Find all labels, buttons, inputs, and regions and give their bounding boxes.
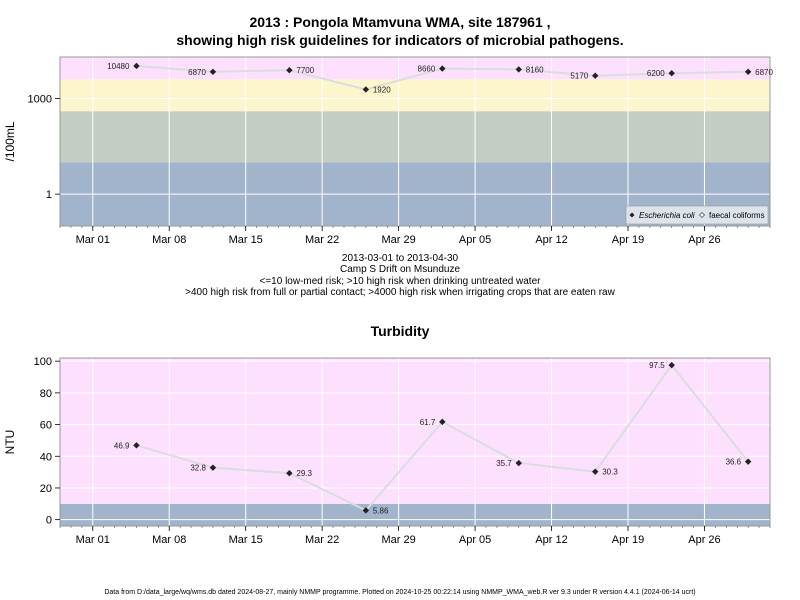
data-label: 30.3 bbox=[602, 468, 618, 477]
y-tick-label: 0 bbox=[46, 515, 52, 527]
risk-band bbox=[60, 503, 770, 526]
data-point bbox=[668, 361, 675, 369]
x-tick-label: Mar 29 bbox=[381, 234, 415, 246]
legend-box bbox=[625, 205, 769, 225]
legend-marker-faecal bbox=[699, 212, 705, 218]
legend-label-ecoli: Escherichia coli bbox=[639, 211, 695, 220]
x-tick-label: Mar 08 bbox=[152, 234, 186, 246]
data-point bbox=[515, 459, 522, 467]
data-label: 5170 bbox=[570, 72, 588, 81]
data-point bbox=[744, 458, 752, 465]
data-label: 46.9 bbox=[114, 441, 130, 450]
data-label: 10480 bbox=[107, 62, 130, 71]
x-tick-label: Mar 22 bbox=[305, 534, 339, 546]
turbidity-chart: Mar 01 Mar 08 Mar 15 Mar 22 Mar 29 Apr 05 Apr … bbox=[3, 356, 771, 546]
x-tick-label: Mar 01 bbox=[76, 234, 110, 246]
risk-band bbox=[60, 79, 770, 112]
x-tick-label: Apr 19 bbox=[612, 534, 644, 546]
data-point bbox=[133, 62, 140, 70]
data-point bbox=[133, 442, 140, 449]
microbial-chart: Mar 01 Mar 08 Mar 15 Mar 22 Mar 29 Apr 05 Apr … bbox=[3, 56, 774, 246]
y-tick-label: 20 bbox=[40, 483, 52, 495]
risk-band bbox=[60, 111, 770, 163]
footer-note: Data from D:/data_large/wq/wms.db dated … bbox=[104, 589, 696, 596]
data-point bbox=[362, 86, 370, 93]
y-axis-label: NTU bbox=[3, 430, 17, 455]
legend: Escherichia coli faecal coliforms bbox=[625, 205, 769, 225]
y-axis-label: /100mL bbox=[3, 121, 17, 161]
data-label: 35.7 bbox=[496, 459, 512, 468]
data-point bbox=[286, 67, 293, 74]
data-label: 61.7 bbox=[420, 418, 436, 427]
data-point bbox=[592, 72, 599, 79]
data-point bbox=[209, 464, 217, 471]
x-tick-label: Apr 12 bbox=[535, 234, 567, 246]
data-point bbox=[592, 468, 599, 475]
data-label: 97.5 bbox=[649, 361, 665, 370]
legend-label-faecal: faecal coliforms bbox=[709, 211, 765, 220]
plot-frame bbox=[59, 56, 771, 227]
x-tick-label: Mar 01 bbox=[76, 534, 110, 546]
data-label: 5.86 bbox=[373, 506, 389, 515]
data-label: 7700 bbox=[296, 66, 314, 75]
risk-note-2: >400 high risk from full or partial cont… bbox=[185, 287, 615, 298]
data-point bbox=[668, 70, 675, 77]
y-tick-label: 40 bbox=[40, 451, 52, 463]
chart-title-line1: 2013 : Pongola Mtamvuna WMA, site 187961… bbox=[249, 14, 551, 30]
y-tick-label: 60 bbox=[40, 420, 52, 432]
location-note: Camp S Drift on Msunduze bbox=[339, 264, 461, 275]
y-tick-label: 100 bbox=[34, 356, 52, 368]
y-tick-label: 80 bbox=[40, 388, 52, 400]
data-point bbox=[515, 66, 522, 73]
data-point bbox=[286, 470, 293, 477]
risk-band bbox=[60, 358, 770, 504]
data-label: 32.8 bbox=[190, 464, 206, 473]
data-label: 6870 bbox=[188, 68, 206, 77]
data-label: 8660 bbox=[418, 65, 436, 74]
data-label: 1920 bbox=[373, 85, 391, 94]
date-range-note: 2013-03-01 to 2013-04-30 bbox=[341, 253, 459, 264]
x-tick-label: Apr 05 bbox=[459, 534, 491, 546]
legend-marker-ecoli bbox=[629, 212, 635, 218]
x-tick-label: Apr 19 bbox=[612, 234, 644, 246]
y-tick-label: 1000 bbox=[28, 93, 52, 105]
y-tick-label: 1 bbox=[46, 189, 52, 201]
data-label: 36.6 bbox=[726, 458, 742, 467]
x-tick-label: Mar 08 bbox=[152, 534, 186, 546]
x-tick-label: Apr 05 bbox=[459, 234, 491, 246]
x-tick-label: Apr 12 bbox=[535, 534, 567, 546]
data-point bbox=[439, 65, 446, 72]
data-label: 29.3 bbox=[296, 469, 312, 478]
data-label: 8160 bbox=[526, 65, 544, 74]
data-label: 6200 bbox=[647, 69, 665, 78]
data-point bbox=[362, 507, 370, 514]
x-tick-label: Mar 22 bbox=[305, 234, 339, 246]
chart-title-line2: showing high risk guidelines for indicat… bbox=[176, 32, 624, 48]
data-point bbox=[744, 68, 752, 75]
turbidity-title: Turbidity bbox=[370, 323, 430, 339]
plot-frame bbox=[59, 357, 771, 527]
x-tick-label: Apr 26 bbox=[688, 234, 720, 246]
x-tick-label: Mar 29 bbox=[381, 534, 415, 546]
x-tick-label: Mar 15 bbox=[229, 534, 263, 546]
data-label: 6870 bbox=[755, 68, 773, 77]
data-point bbox=[439, 418, 446, 426]
x-tick-label: Apr 26 bbox=[688, 534, 720, 546]
data-point bbox=[209, 68, 217, 75]
risk-note-1: <=10 low-med risk; >10 high risk when dr… bbox=[259, 276, 541, 287]
x-tick-label: Mar 15 bbox=[229, 234, 263, 246]
risk-band bbox=[60, 57, 770, 80]
